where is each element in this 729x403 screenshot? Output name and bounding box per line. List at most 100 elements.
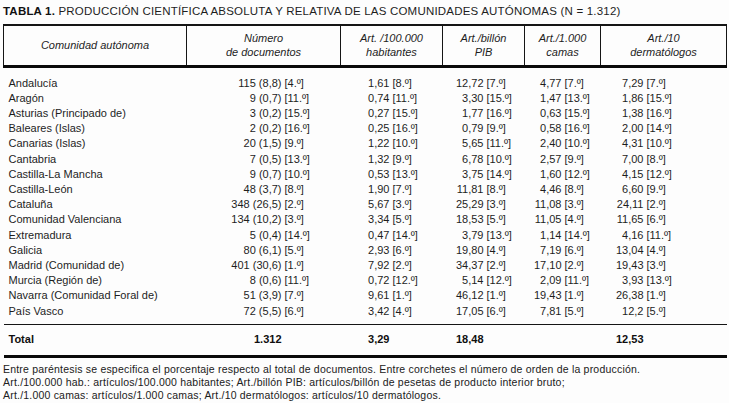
camas-cell: 2,57[9.º]	[525, 152, 601, 167]
col-header-dermatologos: Art./10 dermatólogos	[601, 25, 727, 66]
col-header-documents: Número de documentos	[187, 25, 341, 66]
docs-cell: 80 (6,1)[5.º]	[187, 243, 341, 258]
total-docs: 1.312	[187, 324, 341, 356]
derm-cell: 6,60[9.º]	[601, 182, 727, 197]
community-name: Cataluña	[4, 197, 187, 212]
pib-cell: 3,30[15.º]	[443, 91, 525, 106]
pib-cell: 11,81[8.º]	[443, 182, 525, 197]
pib-cell: 18,53[5.º]	[443, 212, 525, 227]
docs-cell: 401 (30,6)[1.º]	[187, 258, 341, 273]
paper-table-page: TABLA 1. PRODUCCIÓN CIENTÍFICA ABSOLUTA …	[0, 0, 729, 403]
derm-cell: 4,31[10.º]	[601, 136, 727, 151]
total-dermatologos: 12,53	[601, 324, 727, 356]
derm-cell: 13,04[4.º]	[601, 243, 727, 258]
docs-cell: 20 (1,5)[9.º]	[187, 136, 341, 151]
derm-cell: 1,38[16.º]	[601, 106, 727, 121]
docs-cell: 9 (0,7)[10.º]	[187, 167, 341, 182]
pib-cell: 17,05[6.º]	[443, 304, 525, 325]
table-row: Extremadura5 (0,4)[14.º]0,47[14.º]3,79[1…	[4, 228, 727, 243]
table-body: Andalucía115 (8,8)[4.º]1,61[8.º]12,72[7.…	[4, 66, 727, 324]
total-camas	[525, 324, 601, 356]
per100k-cell: 5,67[3.º]	[341, 197, 443, 212]
per100k-cell: 2,93[6.º]	[341, 243, 443, 258]
total-row: Total 1.312 3,29 18,48 12,53	[4, 324, 727, 356]
footnote-line: Art./100.000 hab.: artículos/100.000 hab…	[3, 376, 727, 389]
camas-cell: 0,63[15.º]	[525, 106, 601, 121]
derm-cell: 26,38[1.º]	[601, 288, 727, 303]
pib-cell: 12,72[7.º]	[443, 66, 525, 91]
community-name: Galicia	[4, 243, 187, 258]
total-label: Total	[4, 324, 187, 356]
derm-cell: 12,2[5.º]	[601, 304, 727, 325]
per100k-cell: 9,61[1.º]	[341, 288, 443, 303]
derm-cell: 3,93[13.º]	[601, 273, 727, 288]
production-table: Comunidad autónoma Número de documentos …	[3, 24, 727, 358]
community-name: Comunidad Valenciana	[4, 212, 187, 227]
community-name: País Vasco	[4, 304, 187, 325]
pib-cell: 34,37[2.º]	[443, 258, 525, 273]
docs-cell: 51 (3,9)[7.º]	[187, 288, 341, 303]
docs-cell: 5 (0,4)[14.º]	[187, 228, 341, 243]
pib-cell: 46,12[1.º]	[443, 288, 525, 303]
table-row: Andalucía115 (8,8)[4.º]1,61[8.º]12,72[7.…	[4, 66, 727, 91]
pib-cell: 19,80[4.º]	[443, 243, 525, 258]
camas-cell: 7,19[6.º]	[525, 243, 601, 258]
pib-cell: 3,75[14.º]	[443, 167, 525, 182]
table-row: Castilla-León48 (3,7)[8.º]1,90[7.º]11,81…	[4, 182, 727, 197]
camas-cell: 1,47[13.º]	[525, 91, 601, 106]
total-pib: 18,48	[443, 324, 525, 356]
derm-cell: 7,00[8.º]	[601, 152, 727, 167]
derm-cell: 4,15[12.º]	[601, 167, 727, 182]
per100k-cell: 3,34[5.º]	[341, 212, 443, 227]
pib-cell: 3,79[13.º]	[443, 228, 525, 243]
camas-cell: 11,05[4.º]	[525, 212, 601, 227]
table-title: TABLA 1. PRODUCCIÓN CIENTÍFICA ABSOLUTA …	[3, 4, 727, 19]
derm-cell: 11,65[6.º]	[601, 212, 727, 227]
per100k-cell: 1,61[8.º]	[341, 66, 443, 91]
per100k-cell: 0,53[13.º]	[341, 167, 443, 182]
community-name: Asturias (Principado de)	[4, 106, 187, 121]
per100k-cell: 0,74[11.º]	[341, 91, 443, 106]
community-name: Castilla-León	[4, 182, 187, 197]
pib-cell: 5,14[12.º]	[443, 273, 525, 288]
community-name: Andalucía	[4, 66, 187, 91]
footnote-line: Art./1.000 camas: artículos/1.000 camas;…	[3, 389, 727, 402]
camas-cell: 0,58[16.º]	[525, 121, 601, 136]
per100k-cell: 3,42[4.º]	[341, 304, 443, 325]
table-row: Canarias (Islas)20 (1,5)[9.º]1,22[10.º]5…	[4, 136, 727, 151]
table-row: Murcia (Región de)8 (0,6)[11.º]0,72[12.º…	[4, 273, 727, 288]
camas-cell: 1,60[12.º]	[525, 167, 601, 182]
docs-cell: 7 (0,5)[13.º]	[187, 152, 341, 167]
col-header-pib: Art./billón PIB	[443, 25, 525, 66]
derm-cell: 19,43[3.º]	[601, 258, 727, 273]
table-row: Aragón9 (0,7)[11.º]0,74[11.º]3,30[15.º]1…	[4, 91, 727, 106]
docs-cell: 348 (26,5)[2.º]	[187, 197, 341, 212]
camas-cell: 19,43[1.º]	[525, 288, 601, 303]
docs-cell: 3 (0,2)[15.º]	[187, 106, 341, 121]
per100k-cell: 7,92[2.º]	[341, 258, 443, 273]
derm-cell: 2,00[14.º]	[601, 121, 727, 136]
table-footnotes: Entre paréntesis se especifica el porcen…	[3, 363, 727, 402]
per100k-cell: 0,25[16.º]	[341, 121, 443, 136]
per100k-cell: 1,90[7.º]	[341, 182, 443, 197]
header-row: Comunidad autónoma Número de documentos …	[4, 25, 727, 66]
pib-cell: 0,79[9.º]	[443, 121, 525, 136]
pib-cell: 6,78[10.º]	[443, 152, 525, 167]
camas-cell: 1,14[14.º]	[525, 228, 601, 243]
footnote-line: Entre paréntesis se especifica el porcen…	[3, 363, 727, 376]
pib-cell: 25,29[3.º]	[443, 197, 525, 212]
table-row: Comunidad Valenciana134 (10,2)[3.º]3,34[…	[4, 212, 727, 227]
derm-cell: 4,16[11.º]	[601, 228, 727, 243]
col-header-community: Comunidad autónoma	[4, 25, 187, 66]
table-row: Galicia80 (6,1)[5.º]2,93[6.º]19,80[4.º]7…	[4, 243, 727, 258]
camas-cell: 17,10[2.º]	[525, 258, 601, 273]
per100k-cell: 1,22[10.º]	[341, 136, 443, 151]
community-name: Navarra (Comunidad Foral de)	[4, 288, 187, 303]
community-name: Cantabria	[4, 152, 187, 167]
per100k-cell: 1,32[9.º]	[341, 152, 443, 167]
table-header: Comunidad autónoma Número de documentos …	[4, 25, 727, 66]
derm-cell: 24,11[2.º]	[601, 197, 727, 212]
col-header-camas: Art./1.000 camas	[525, 25, 601, 66]
per100k-cell: 0,27[15.º]	[341, 106, 443, 121]
table-row: Cantabria7 (0,5)[13.º]1,32[9.º]6,78[10.º…	[4, 152, 727, 167]
